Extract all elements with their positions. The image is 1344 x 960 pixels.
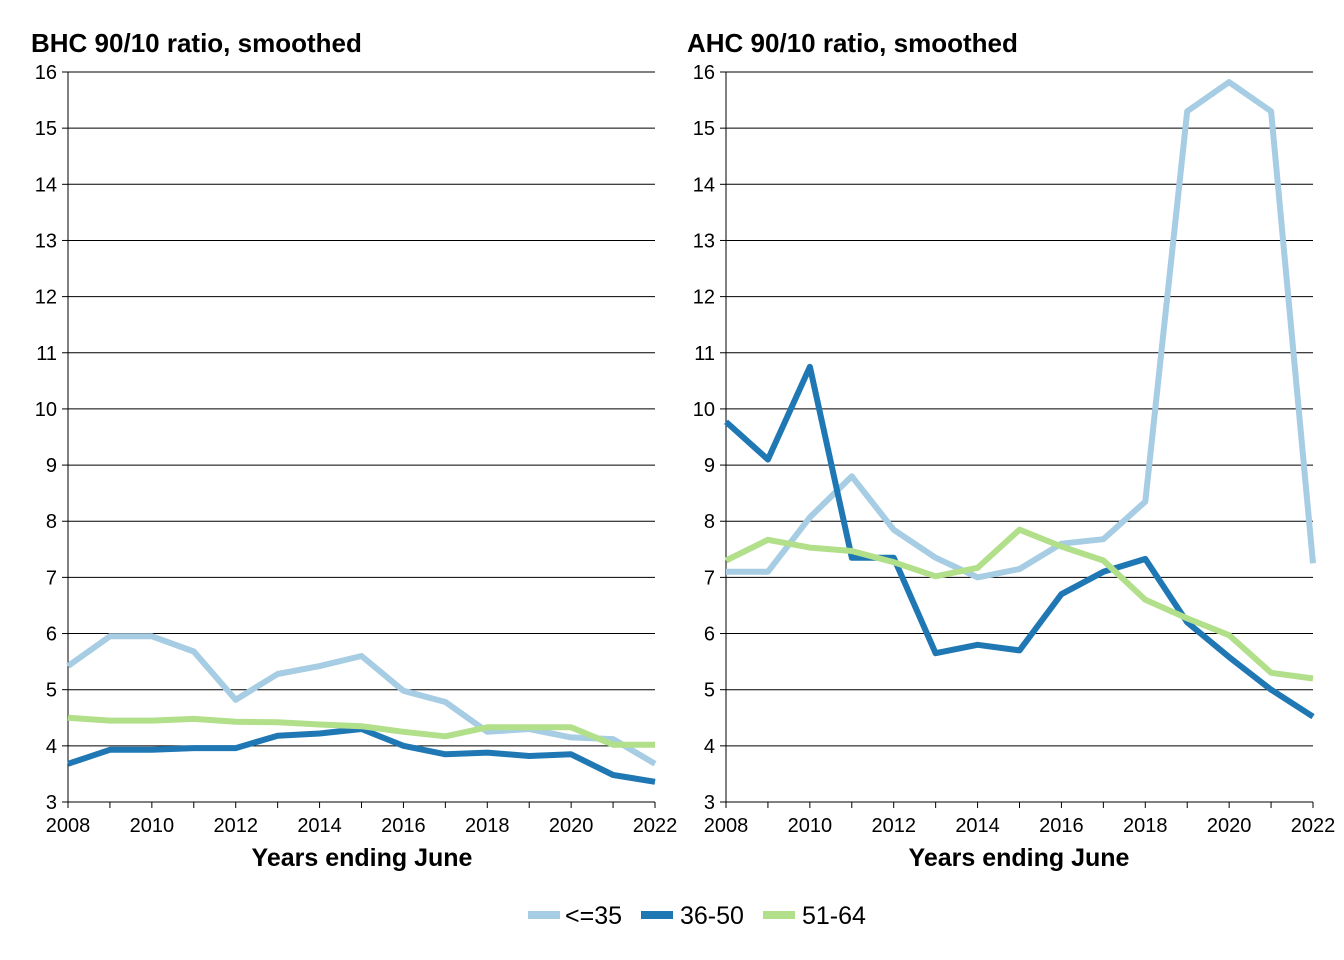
bhc-axes xyxy=(62,71,656,808)
ahc-y-tick-label-11: 11 xyxy=(694,343,715,365)
bhc-x-tick-labels: 2008 2010 2012 2014 2016 2018 2020 2022 xyxy=(46,815,678,837)
bhc-x-tick-label-2018: 2018 xyxy=(465,815,510,837)
ahc-series-line-36-50 xyxy=(723,363,1315,720)
ahc-x-tick-label-2012: 2012 xyxy=(871,815,916,837)
bhc-y-tick-label-5: 5 xyxy=(46,680,57,702)
bhc-y-tick-label-4: 4 xyxy=(46,736,57,758)
bhc-y-tick-label-16: 16 xyxy=(35,62,57,84)
bhc-y-tick-label-3: 3 xyxy=(46,792,57,814)
bhc-series-lines xyxy=(66,633,657,785)
bhc-y-tick-label-9: 9 xyxy=(46,455,57,477)
ahc-x-tick-label-2016: 2016 xyxy=(1039,815,1084,837)
ahc-x-tick-label-2008: 2008 xyxy=(704,815,749,837)
bhc-x-tick-label-2010: 2010 xyxy=(130,815,175,837)
ahc-axes xyxy=(720,71,1314,808)
ahc-y-tick-label-10: 10 xyxy=(693,399,715,421)
ahc-y-tick-label-8: 8 xyxy=(704,511,715,533)
ahc-y-tick-label-9: 9 xyxy=(704,455,715,477)
ahc-y-tick-label-5: 5 xyxy=(704,680,715,702)
legend-item-le35: <=35 xyxy=(528,902,622,930)
ahc-y-tick-labels: 3 4 5 6 7 8 9 10 11 12 13 14 15 16 xyxy=(693,62,715,814)
ahc-x-tick-label-2018: 2018 xyxy=(1123,815,1168,837)
ahc-y-tick-label-13: 13 xyxy=(693,230,715,252)
bhc-y-tick-label-15: 15 xyxy=(35,118,57,140)
bhc-x-tick-label-2016: 2016 xyxy=(381,815,426,837)
ahc-gridlines xyxy=(726,71,1313,803)
ahc-y-tick-label-15: 15 xyxy=(693,118,715,140)
bhc-y-tick-label-14: 14 xyxy=(35,174,57,196)
bhc-y-tick-label-13: 13 xyxy=(35,230,57,252)
ahc-y-tick-label-4: 4 xyxy=(704,736,715,758)
bhc-y-tick-label-6: 6 xyxy=(46,624,57,646)
bhc-x-tick-label-2020: 2020 xyxy=(549,815,594,837)
legend-label-36-50: 36-50 xyxy=(680,902,744,930)
ahc-series-lines xyxy=(723,79,1316,720)
ahc-y-tick-label-6: 6 xyxy=(704,624,715,646)
bhc-y-tick-label-8: 8 xyxy=(46,511,57,533)
ahc-series-line-le35 xyxy=(726,79,1316,581)
ahc-y-tick-label-14: 14 xyxy=(693,174,715,196)
bhc-x-tick-label-2022: 2022 xyxy=(633,815,678,837)
bhc-gridlines xyxy=(68,71,655,803)
bhc-chart-panel: BHC 90/10 ratio, smoothed 3 4 5 6 7 8 9 10 11 12 1… xyxy=(31,28,677,872)
legend-item-51-64: 51-64 xyxy=(763,902,866,930)
bhc-x-tick-label-2012: 2012 xyxy=(213,815,258,837)
ahc-y-tick-label-16: 16 xyxy=(693,62,715,84)
ahc-chart-title: AHC 90/10 ratio, smoothed xyxy=(687,28,1018,58)
ahc-chart-panel: AHC 90/10 ratio, smoothed 3 4 5 6 7 8 9 10 11 12 1… xyxy=(687,28,1335,872)
ahc-x-tick-label-2022: 2022 xyxy=(1291,815,1336,837)
bhc-y-tick-label-10: 10 xyxy=(35,399,57,421)
bhc-chart-title: BHC 90/10 ratio, smoothed xyxy=(31,28,362,58)
bhc-x-axis-label: Years ending June xyxy=(252,844,473,872)
chart-legend: <=35 36-50 51-64 xyxy=(528,902,866,930)
ahc-y-tick-label-7: 7 xyxy=(704,567,715,589)
bhc-x-tick-label-2008: 2008 xyxy=(46,815,91,837)
ahc-x-tick-label-2014: 2014 xyxy=(955,815,1000,837)
ahc-series-line-51-64 xyxy=(724,526,1314,682)
bhc-series-line-51-64 xyxy=(67,714,655,748)
bhc-x-tick-label-2014: 2014 xyxy=(297,815,342,837)
legend-item-36-50: 36-50 xyxy=(641,902,744,930)
ahc-y-tick-label-3: 3 xyxy=(704,792,715,814)
bhc-y-tick-label-11: 11 xyxy=(36,343,57,365)
ahc-x-tick-label-2010: 2010 xyxy=(788,815,833,837)
ahc-x-tick-label-2020: 2020 xyxy=(1207,815,1252,837)
legend-label-le35: <=35 xyxy=(565,902,622,930)
ahc-x-tick-labels: 2008 2010 2012 2014 2016 2018 2020 2022 xyxy=(704,815,1336,837)
bhc-y-tick-label-7: 7 xyxy=(46,567,57,589)
bhc-y-tick-label-12: 12 xyxy=(35,287,57,309)
ahc-x-axis-label: Years ending June xyxy=(909,844,1130,872)
bhc-y-tick-labels: 3 4 5 6 7 8 9 10 11 12 13 14 15 16 xyxy=(35,62,57,814)
legend-label-51-64: 51-64 xyxy=(802,902,866,930)
bhc-series-line-le35 xyxy=(66,633,657,767)
ahc-y-tick-label-12: 12 xyxy=(693,287,715,309)
